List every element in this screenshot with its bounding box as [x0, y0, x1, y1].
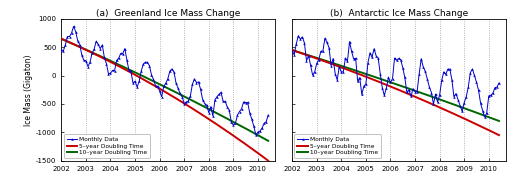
10–year Doubling Time: [189, 99, 195, 101]
5–year Doubling Time: [207, 119, 214, 121]
Monthly Data: [436, 94, 443, 96]
10–year Doubling Time: [371, 76, 377, 78]
10–year Doubling Time: [207, 109, 214, 111]
10–year Doubling Time: [265, 140, 271, 142]
Y-axis label: Ice Mass (Gigaton): Ice Mass (Gigaton): [24, 54, 33, 125]
Monthly Data: [58, 49, 64, 51]
Monthly Data: [253, 134, 259, 136]
Monthly Data: [222, 100, 228, 103]
Monthly Data: [289, 50, 295, 53]
10–year Doubling Time: [438, 99, 445, 101]
Line: 5–year Doubling Time: 5–year Doubling Time: [292, 50, 499, 135]
5–year Doubling Time: [496, 134, 502, 136]
10–year Doubling Time: [289, 49, 295, 51]
5–year Doubling Time: [265, 160, 271, 162]
10–year Doubling Time: [419, 92, 425, 94]
Title: (b)  Antarctic Ice Mass Change: (b) Antarctic Ice Mass Change: [330, 9, 468, 18]
10–year Doubling Time: [126, 68, 132, 70]
5–year Doubling Time: [140, 78, 146, 81]
Monthly Data: [481, 116, 487, 118]
Line: 5–year Doubling Time: 5–year Doubling Time: [61, 39, 268, 161]
Monthly Data: [71, 25, 77, 28]
5–year Doubling Time: [289, 49, 295, 51]
10–year Doubling Time: [58, 38, 64, 40]
10–year Doubling Time: [140, 75, 146, 77]
Monthly Data: [336, 66, 342, 68]
Line: Monthly Data: Monthly Data: [60, 25, 269, 136]
5–year Doubling Time: [208, 120, 215, 122]
Title: (a)  Greenland Ice Mass Change: (a) Greenland Ice Mass Change: [96, 9, 240, 18]
5–year Doubling Time: [357, 73, 363, 75]
5–year Doubling Time: [58, 38, 64, 40]
Monthly Data: [239, 108, 245, 110]
5–year Doubling Time: [126, 70, 132, 73]
5–year Doubling Time: [439, 108, 446, 110]
Monthly Data: [206, 112, 212, 114]
Monthly Data: [330, 57, 336, 60]
Monthly Data: [154, 85, 160, 88]
5–year Doubling Time: [438, 107, 445, 109]
5–year Doubling Time: [419, 99, 425, 101]
5–year Doubling Time: [371, 79, 377, 81]
10–year Doubling Time: [83, 49, 89, 51]
10–year Doubling Time: [357, 71, 363, 73]
5–year Doubling Time: [189, 107, 195, 109]
10–year Doubling Time: [314, 57, 320, 59]
Monthly Data: [469, 68, 475, 70]
Line: Monthly Data: Monthly Data: [291, 34, 500, 118]
Line: 10–year Doubling Time: 10–year Doubling Time: [61, 39, 268, 141]
10–year Doubling Time: [208, 109, 215, 112]
Monthly Data: [453, 92, 459, 95]
5–year Doubling Time: [83, 49, 89, 51]
Legend: Monthly Data, 5–year Doubling Time, 10–year Doubling Time: Monthly Data, 5–year Doubling Time, 10–y…: [64, 134, 150, 158]
Monthly Data: [295, 35, 301, 37]
10–year Doubling Time: [439, 99, 446, 101]
Legend: Monthly Data, 5–year Doubling Time, 10–year Doubling Time: Monthly Data, 5–year Doubling Time, 10–y…: [294, 134, 381, 158]
Monthly Data: [385, 76, 391, 79]
5–year Doubling Time: [314, 57, 320, 60]
10–year Doubling Time: [496, 120, 502, 122]
Monthly Data: [99, 44, 105, 46]
Monthly Data: [105, 72, 111, 75]
Monthly Data: [265, 114, 271, 116]
Monthly Data: [496, 82, 502, 84]
Line: 10–year Doubling Time: 10–year Doubling Time: [292, 50, 499, 121]
